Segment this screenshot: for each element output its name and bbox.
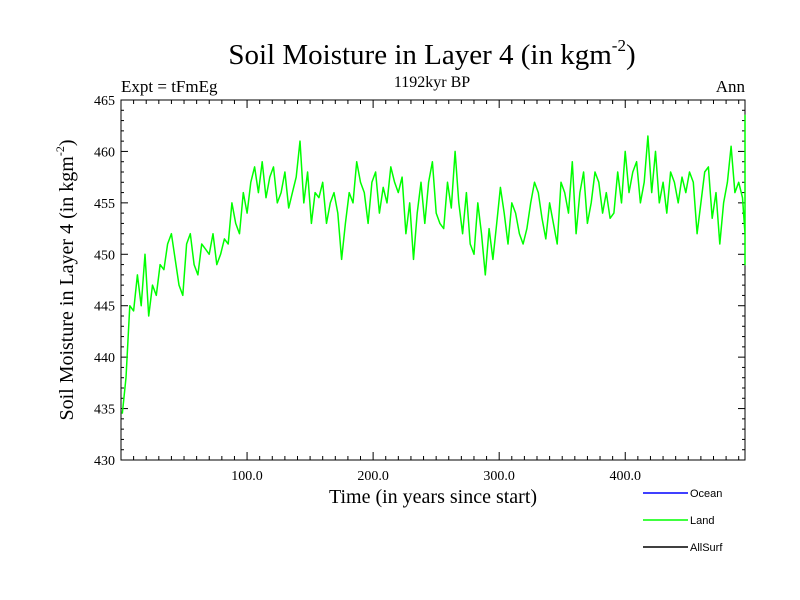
y-tick-label: 450 xyxy=(94,248,115,263)
plot-frame xyxy=(120,99,746,461)
y-tick-label: 440 xyxy=(94,351,115,366)
series-line-land xyxy=(121,114,746,414)
x-tick-label: 100.0 xyxy=(231,469,263,484)
x-axis-label: Time (in years since start) xyxy=(329,486,537,508)
x-axis-ticks: 100.0 200.0 300.0 400.0 xyxy=(133,100,740,484)
y-axis-ticks: 430 435 440 445 450 455 460 465 xyxy=(94,94,745,469)
y-axis-label: Soil Moisture in Layer 4 (in kgm-2) xyxy=(53,139,78,420)
series-layer xyxy=(121,114,746,414)
season-label: Ann xyxy=(716,77,746,96)
y-tick-label: 455 xyxy=(94,197,115,212)
legend: Ocean Land AllSurf xyxy=(643,488,723,554)
legend-label-land: Land xyxy=(690,515,714,527)
legend-label-ocean: Ocean xyxy=(690,488,722,500)
x-tick-label: 400.0 xyxy=(609,469,641,484)
experiment-label: Expt = tFmEg xyxy=(121,77,218,96)
x-tick-label: 200.0 xyxy=(357,469,389,484)
legend-label-allsurf: AllSurf xyxy=(690,542,723,554)
y-tick-label: 435 xyxy=(94,403,115,418)
chart-title: Soil Moisture in Layer 4 (in kgm-2) xyxy=(228,36,635,71)
x-tick-label: 300.0 xyxy=(483,469,515,484)
y-tick-label: 430 xyxy=(94,454,115,469)
chart-subtitle: 1192kyr BP xyxy=(394,74,470,91)
y-tick-label: 460 xyxy=(94,145,115,160)
y-tick-label: 465 xyxy=(94,94,115,109)
y-tick-label: 445 xyxy=(94,300,115,315)
